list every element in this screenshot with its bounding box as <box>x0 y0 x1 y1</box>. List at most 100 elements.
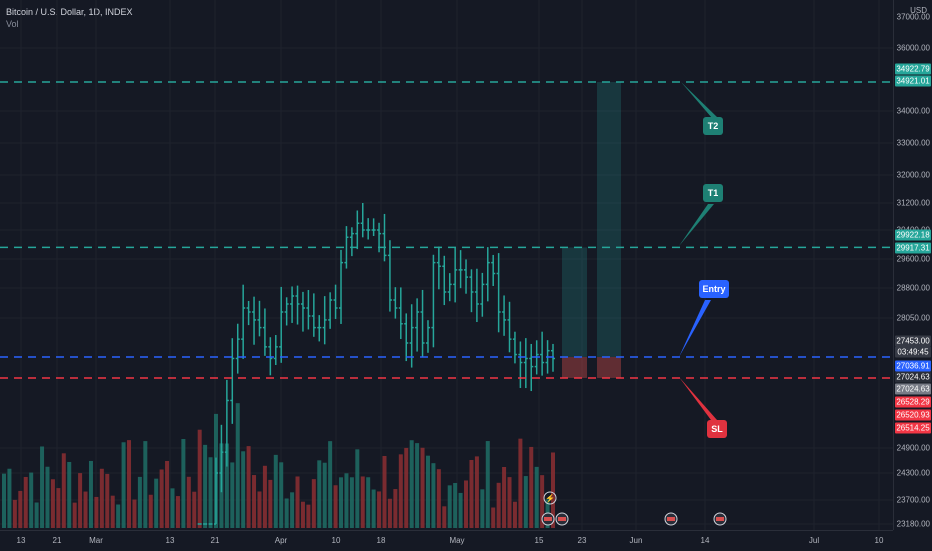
volume-bar <box>224 443 229 528</box>
volume-bar <box>94 496 99 528</box>
volume-bar <box>409 440 414 528</box>
volume-bar <box>398 454 403 528</box>
volume-bar <box>83 491 88 528</box>
volume-label: Vol <box>6 19 19 29</box>
price-tick: 28800.00 <box>896 283 930 293</box>
price-badge: 27036.91 <box>895 360 931 372</box>
volume-bar <box>442 506 447 528</box>
time-label: May <box>449 536 465 545</box>
long-profit-zone-1 <box>562 247 587 357</box>
callout-pointer <box>679 377 717 420</box>
volume-bar <box>333 485 338 528</box>
volume-bar <box>518 438 523 528</box>
callout-t1[interactable]: T1 <box>703 184 723 202</box>
volume-bar <box>491 507 496 528</box>
time-label: 21 <box>52 536 62 545</box>
price-badge: 27453.00 <box>895 335 931 347</box>
volume-bar <box>23 476 28 528</box>
volume-bar <box>137 476 142 528</box>
volume-bar <box>2 473 6 528</box>
volume-bar <box>328 441 333 528</box>
volume-bar <box>496 482 501 528</box>
volume-bar <box>56 488 61 528</box>
volume-bar <box>175 496 180 528</box>
volume-bar <box>290 492 295 528</box>
event-icon-flag <box>716 517 724 521</box>
volume-bar <box>273 454 278 528</box>
volume-bar <box>306 504 311 528</box>
volume-bar <box>121 442 126 528</box>
volume-bar <box>469 459 474 528</box>
volume-bar <box>18 490 23 528</box>
volume-bar <box>279 462 284 528</box>
price-badge: 27024.63 <box>895 371 931 383</box>
volume-bar <box>45 466 50 528</box>
volume-bar <box>317 460 322 528</box>
volume-bar <box>246 446 251 528</box>
time-label: Jun <box>629 536 643 545</box>
volume-bar <box>502 466 507 528</box>
callout-entry[interactable]: Entry <box>699 280 729 298</box>
volume-bar <box>105 473 110 528</box>
volume-bar <box>170 488 175 528</box>
currency-label: USD <box>910 6 927 15</box>
volume-bar <box>480 489 485 528</box>
volume-bar <box>50 479 55 528</box>
price-tick: 23700.00 <box>896 495 930 505</box>
volume-bar <box>99 468 104 528</box>
time-label: 21 <box>210 536 220 545</box>
time-label: 23 <box>577 536 587 545</box>
price-chart[interactable]: ⚡ <box>0 0 893 530</box>
volume-bar <box>349 477 354 528</box>
volume-bar <box>197 429 202 528</box>
volume-bar <box>458 492 463 528</box>
callout-pointer <box>681 82 718 118</box>
price-axis[interactable]: USD 37000.00 36000.00 34000.00 33000.00 3200… <box>893 0 932 530</box>
volume-bar <box>366 477 371 528</box>
volume-bar <box>181 439 186 528</box>
volume-bar <box>360 476 365 528</box>
price-badge: 26528.29 <box>895 396 931 408</box>
time-label: Jul <box>808 536 820 545</box>
time-label: Apr <box>274 536 288 545</box>
volume-bar <box>447 485 452 528</box>
volume-bar <box>393 489 398 528</box>
time-label: Mar <box>89 536 103 545</box>
time-label: 10 <box>331 536 341 545</box>
time-label: 10 <box>874 536 884 545</box>
price-badge: 29922.18 <box>895 229 931 241</box>
lightning-icon <box>543 491 557 505</box>
volume-bar <box>551 452 555 528</box>
callout-pointer <box>679 300 711 357</box>
volume-bar <box>453 482 458 528</box>
price-tick: 29600.00 <box>896 254 930 264</box>
volume-bar <box>474 456 479 528</box>
price-tick: 28050.00 <box>896 313 930 323</box>
price-tick: 23180.00 <box>896 519 930 529</box>
volume-bar <box>241 451 246 528</box>
volume-bar <box>203 444 208 528</box>
volume-bar <box>284 498 289 528</box>
price-tick: 32000.00 <box>896 170 930 180</box>
volume-bar <box>431 463 436 528</box>
event-icon-flag <box>558 517 566 521</box>
volume-bar <box>132 499 137 528</box>
volume-bar <box>257 491 262 528</box>
volume-bar <box>7 468 12 528</box>
volume-bar <box>186 476 191 528</box>
volume-bar <box>523 476 528 528</box>
volume-bar <box>529 446 534 528</box>
callout-pointer <box>679 204 714 246</box>
callout-t2[interactable]: T2 <box>703 117 723 135</box>
time-label: 13 <box>16 536 26 545</box>
volume-bar <box>165 460 170 528</box>
callout-sl[interactable]: SL <box>707 420 727 438</box>
volume-bar <box>262 465 267 528</box>
volume-bar <box>127 440 132 528</box>
time-axis[interactable]: 13 21 Mar 13 21 Apr 10 18 May 15 23 Jun 14 Jul 10 <box>0 530 893 551</box>
price-tick: 33000.00 <box>896 138 930 148</box>
chart-legend: Bitcoin / U.S. Dollar, 1D, INDEX Vol <box>6 6 133 30</box>
volume-bar <box>116 504 121 528</box>
volume-bar <box>507 477 512 528</box>
volume-bar <box>295 476 300 528</box>
